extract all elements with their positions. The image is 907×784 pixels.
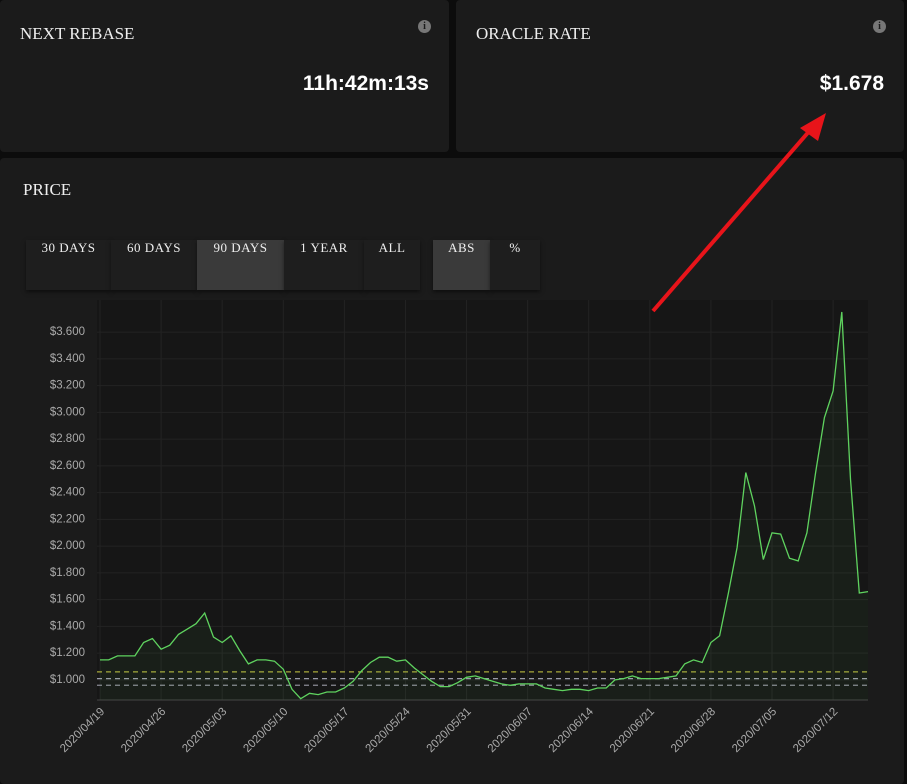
price-area xyxy=(100,312,868,700)
range-button[interactable]: 30 DAYS xyxy=(26,240,111,290)
x-tick-label: 2020/06/14 xyxy=(547,705,597,755)
x-tick-label: 2020/05/10 xyxy=(241,706,290,755)
x-tick-label: 2020/07/05 xyxy=(730,706,779,755)
y-tick-label: $3.600 xyxy=(50,326,85,338)
card-value: $1.678 xyxy=(819,72,884,95)
y-tick-label: $2.000 xyxy=(50,540,85,552)
y-tick-label: $1.000 xyxy=(50,674,85,686)
x-tick-label: 2020/07/12 xyxy=(791,706,840,755)
x-tick-label: 2020/04/26 xyxy=(119,706,168,755)
y-tick-label: $3.000 xyxy=(50,406,85,418)
panel-title: PRICE xyxy=(23,180,72,199)
info-icon[interactable]: i xyxy=(418,20,431,33)
range-button[interactable]: 90 DAYS xyxy=(197,240,284,290)
y-tick-label: $1.200 xyxy=(50,647,85,659)
range-button[interactable]: ALL xyxy=(364,240,420,290)
range-button[interactable]: 60 DAYS xyxy=(111,240,197,290)
next-rebase-card: NEXT REBASE i 11h:42m:13s xyxy=(0,0,449,152)
y-tick-label: $2.600 xyxy=(50,460,85,472)
y-tick-label: $1.600 xyxy=(50,594,85,606)
x-tick-label: 2020/04/19 xyxy=(58,706,107,755)
x-tick-label: 2020/05/17 xyxy=(302,706,351,755)
card-title: NEXT REBASE xyxy=(20,24,135,43)
y-tick-label: $3.400 xyxy=(50,353,85,365)
x-tick-label: 2020/06/07 xyxy=(486,706,535,755)
x-tick-label: 2020/06/21 xyxy=(608,706,657,755)
y-tick-label: $1.400 xyxy=(50,620,85,632)
card-value: 11h:42m:13s xyxy=(302,72,429,95)
price-panel: PRICE $1.000 $1.200 $1.400 $1.600 $1.800 $2.0… xyxy=(0,158,904,784)
x-tick-label: 2020/05/24 xyxy=(364,705,414,755)
y-tick-label: $1.800 xyxy=(50,567,85,579)
x-tick-label: 2020/05/31 xyxy=(425,706,474,755)
range-button[interactable]: 1 YEAR xyxy=(284,240,364,290)
x-tick-label: 2020/05/03 xyxy=(180,706,229,755)
y-tick-label: $2.200 xyxy=(50,513,85,525)
x-tick-label: 2020/06/28 xyxy=(669,706,718,755)
y-tick-label: $2.800 xyxy=(50,433,85,445)
y-tick-label: $3.200 xyxy=(50,380,85,392)
plot-area xyxy=(97,300,868,700)
card-title: ORACLE RATE xyxy=(476,24,591,43)
oracle-rate-card: ORACLE RATE i $1.678 xyxy=(456,0,904,152)
range-button[interactable]: % xyxy=(490,240,540,290)
info-icon[interactable]: i xyxy=(873,20,886,33)
price-line xyxy=(100,311,869,700)
range-button[interactable]: ABS xyxy=(433,240,490,290)
chart: $1.000 $1.200 $1.400 $1.600 $1.800 $2.000 $2.2… xyxy=(50,300,869,755)
y-tick-label: $2.400 xyxy=(50,487,85,499)
